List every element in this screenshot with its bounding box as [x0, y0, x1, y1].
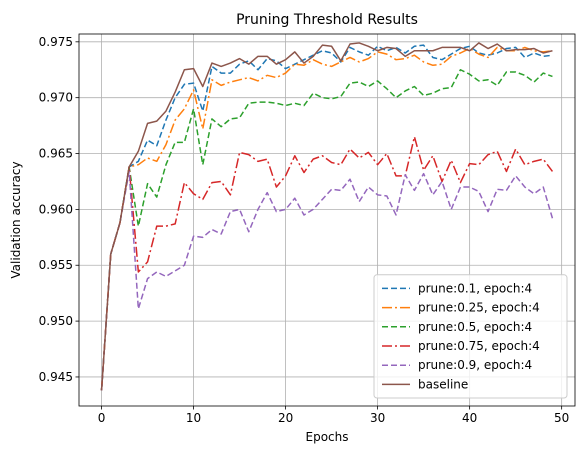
series-line-1	[100, 44, 553, 391]
x-tick-label: 20	[278, 411, 293, 425]
x-axis-label: Epochs	[306, 430, 349, 444]
y-tick-label: 0.945	[39, 370, 73, 384]
legend-label-5: prune:0.9, epoch:4	[418, 358, 532, 372]
series-lines	[100, 42, 554, 391]
y-tick-label: 0.975	[39, 35, 73, 49]
series-line-4	[100, 136, 554, 391]
x-tick-label: 40	[462, 411, 477, 425]
series-line-2	[100, 46, 553, 391]
legend-label-2: prune:0.25, epoch:4	[418, 301, 540, 315]
legend-label-3: prune:0.5, epoch:4	[418, 320, 532, 334]
y-axis-label: Validation accuracy	[9, 161, 23, 278]
series-line-6	[100, 42, 553, 391]
y-tick-label: 0.960	[39, 202, 73, 216]
y-tick-label: 0.965	[39, 147, 73, 161]
x-tick-label: 50	[554, 411, 569, 425]
x-tick-label: 30	[370, 411, 385, 425]
legend-label-6: baseline	[418, 377, 468, 391]
x-tick-label: 10	[186, 411, 201, 425]
series-line-3	[100, 69, 553, 391]
plot-frame	[78, 33, 576, 407]
y-tick-label: 0.950	[39, 314, 73, 328]
series-line-5	[100, 170, 554, 391]
legend-box	[373, 274, 568, 399]
x-tick-label: 0	[98, 411, 106, 425]
axis-ticks: 0 10 20 30 40 50 0.945 0.950 0.955 0.960 0.965 0.97…	[39, 35, 570, 425]
y-tick-label: 0.970	[39, 91, 73, 105]
legend-label-1: prune:0.1, epoch:4	[418, 281, 532, 295]
y-tick-label: 0.955	[39, 258, 73, 272]
chart-title: Pruning Threshold Results	[236, 12, 418, 28]
legend: prune:0.1, epoch:4 prune:0.25, epoch:4 pru…	[373, 274, 568, 399]
legend-label-4: prune:0.75, epoch:4	[418, 339, 540, 353]
grid	[79, 34, 575, 406]
